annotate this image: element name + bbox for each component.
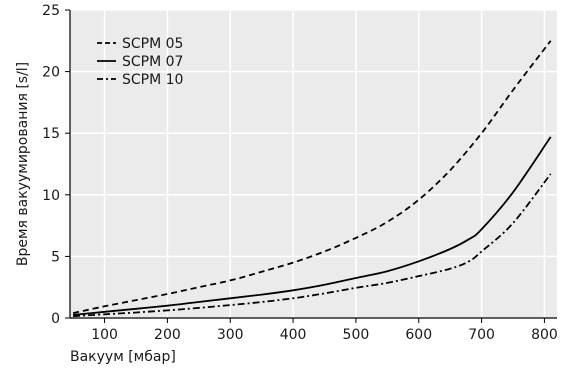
x-tick-label: 400 xyxy=(280,327,307,343)
series-line-2 xyxy=(73,136,552,316)
y-tick-label: 25 xyxy=(42,3,60,19)
legend-label: SCPM 07 xyxy=(122,54,183,70)
y-tick-label: 10 xyxy=(42,188,60,204)
series-line-1 xyxy=(72,40,552,314)
x-axis-label: Вакуум [мбар] xyxy=(70,349,176,365)
legend-label: SCPM 05 xyxy=(122,36,183,52)
legend: SCPM 05 SCPM 07 SCPM 10 xyxy=(97,36,183,88)
plot-background xyxy=(70,10,557,318)
x-tick-label: 700 xyxy=(468,327,495,343)
series-lines xyxy=(72,40,552,318)
x-tick-label: 500 xyxy=(343,327,370,343)
series-line-3 xyxy=(73,173,552,318)
x-axis-ticks: 100 200 300 400 500 600 700 800 xyxy=(70,317,558,343)
legend-label: SCPM 10 xyxy=(122,72,183,88)
y-axis-ticks: 0 5 10 15 20 25 xyxy=(42,3,71,327)
y-tick-label: 0 xyxy=(51,311,60,327)
plot-area xyxy=(70,10,557,318)
x-tick-label: 100 xyxy=(91,327,118,343)
x-tick-label: 200 xyxy=(154,327,181,343)
x-tick-label: 600 xyxy=(405,327,432,343)
y-tick-label: 5 xyxy=(51,249,60,265)
y-tick-label: 20 xyxy=(42,65,60,81)
y-axis-label: Время вакуумирования [s/l] xyxy=(15,62,31,266)
x-tick-label: 300 xyxy=(217,327,244,343)
y-tick-label: 15 xyxy=(42,126,60,142)
x-tick-label: 800 xyxy=(531,327,558,343)
